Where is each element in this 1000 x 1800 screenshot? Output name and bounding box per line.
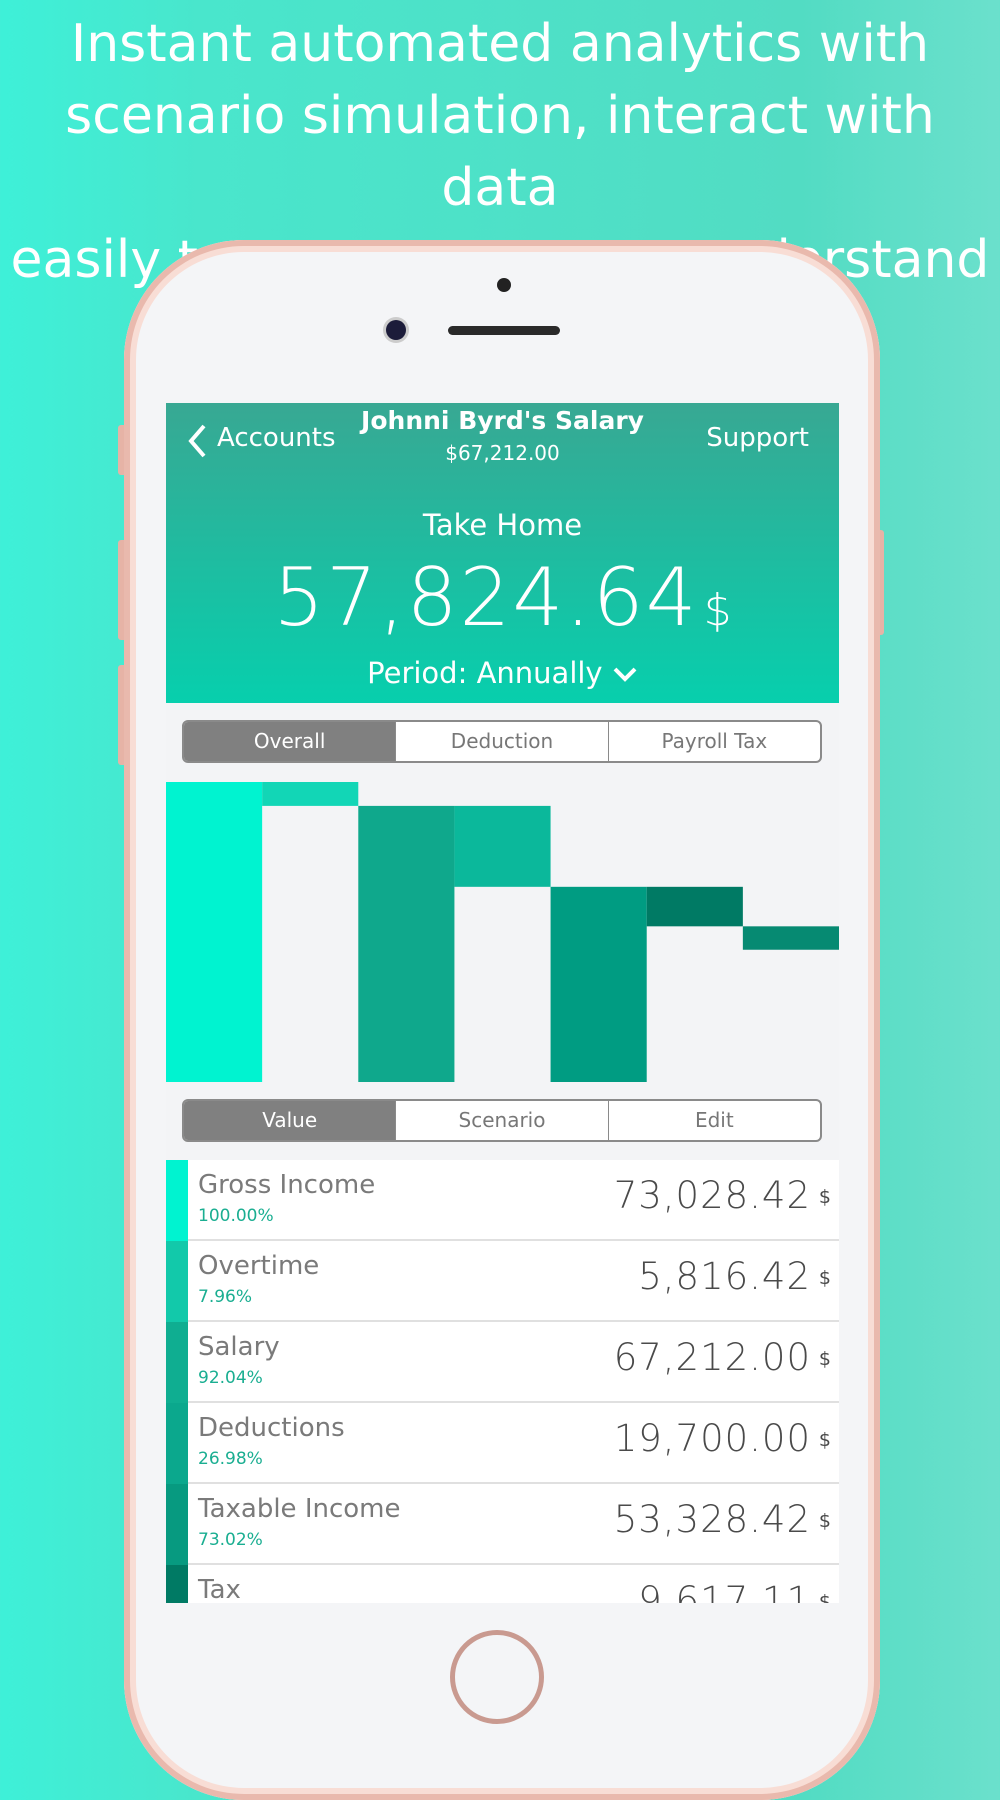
- row-value: 9,617.11: [638, 1579, 811, 1603]
- nav-title: Johnni Byrd's Salary: [361, 406, 644, 435]
- row-percent: 100.00%: [198, 1206, 274, 1226]
- bar: [358, 805, 455, 1082]
- tab[interactable]: Value: [184, 1101, 396, 1140]
- phone-button: [118, 540, 128, 640]
- row-value: 5,816.42: [638, 1255, 811, 1298]
- row-name: Taxable Income: [198, 1494, 401, 1524]
- row-currency: $: [818, 1591, 831, 1603]
- row-percent: 7.96%: [198, 1287, 253, 1307]
- row-color: [166, 1241, 188, 1322]
- bar: [646, 886, 743, 927]
- row-name: Deductions: [198, 1413, 345, 1443]
- row-currency: $: [818, 1510, 831, 1532]
- back-icon[interactable]: [186, 423, 210, 459]
- row-percent: 26.98%: [198, 1449, 263, 1469]
- row-name: Salary: [198, 1332, 280, 1362]
- summary-label: Take Home: [422, 508, 583, 542]
- sensor: [497, 278, 511, 292]
- tab-bar: Overall Deduction Payroll Tax: [182, 720, 822, 763]
- row-color: [166, 1160, 188, 1241]
- speaker: [448, 326, 560, 335]
- row-currency: $: [818, 1348, 831, 1370]
- row-value: 53,328.42: [613, 1498, 811, 1541]
- phone-button: [118, 665, 128, 765]
- row-name: Gross Income: [198, 1170, 376, 1200]
- row-color: [166, 1484, 188, 1565]
- bar: [454, 805, 551, 887]
- tab[interactable]: Overall: [184, 722, 396, 761]
- support-button[interactable]: Support: [706, 423, 809, 453]
- row-color: [166, 1403, 188, 1484]
- row-color: [166, 1322, 188, 1403]
- summary-amount: 57,824.64 $: [166, 551, 839, 644]
- row-currency: $: [818, 1429, 831, 1451]
- view-tab-bar: Value Scenario Edit: [182, 1099, 822, 1142]
- back-button[interactable]: Accounts: [217, 423, 336, 453]
- row-percent: 92.04%: [198, 1368, 263, 1388]
- period: Period: Annually: [367, 656, 603, 690]
- header: Accounts Johnni Byrd's Salary $67,212.00…: [166, 403, 839, 703]
- row-currency: $: [818, 1186, 831, 1208]
- list-row[interactable]: Gross Income 100.00% 73,028.42 $: [166, 1160, 839, 1241]
- row-name: Tax: [198, 1575, 241, 1603]
- list-row[interactable]: Salary 92.04% 67,212.00 $: [166, 1322, 839, 1403]
- tab[interactable]: Deduction: [395, 722, 607, 761]
- bar: [550, 886, 647, 1082]
- waterfall-chart: [166, 782, 839, 1082]
- phone-button: [118, 425, 128, 475]
- bar: [742, 926, 839, 950]
- camera: [386, 320, 406, 340]
- row-value: 73,028.42: [613, 1174, 811, 1217]
- list-row[interactable]: Tax 9,617.11 $: [166, 1565, 839, 1603]
- row-value: 67,212.00: [613, 1336, 811, 1379]
- row-color: [166, 1565, 188, 1603]
- row-name: Overtime: [198, 1251, 320, 1281]
- bar: [262, 782, 359, 806]
- amount: 57,824.64: [273, 551, 699, 644]
- tab[interactable]: Scenario: [395, 1101, 607, 1140]
- list-row[interactable]: Overtime 7.96% 5,816.42 $: [166, 1241, 839, 1322]
- period-selector[interactable]: Period: Annually: [166, 656, 839, 690]
- row-percent: 73.02%: [198, 1530, 263, 1550]
- currency: $: [703, 585, 732, 636]
- headline-line: scenario simulation, interact with data: [65, 86, 935, 218]
- headline-line: Instant automated analytics with: [70, 14, 930, 74]
- row-value: 19,700.00: [613, 1417, 811, 1460]
- tab[interactable]: Edit: [607, 1101, 820, 1140]
- home-button[interactable]: [450, 1630, 544, 1724]
- list-row[interactable]: Taxable Income 73.02% 53,328.42 $: [166, 1484, 839, 1565]
- chevron: [613, 667, 637, 682]
- tab[interactable]: Payroll Tax: [607, 722, 820, 761]
- row-currency: $: [818, 1267, 831, 1289]
- nav-subtitle: $67,212.00: [445, 441, 560, 465]
- screen: Accounts Johnni Byrd's Salary $67,212.00…: [166, 403, 839, 1603]
- list-row[interactable]: Deductions 26.98% 19,700.00 $: [166, 1403, 839, 1484]
- bar: [166, 782, 263, 1082]
